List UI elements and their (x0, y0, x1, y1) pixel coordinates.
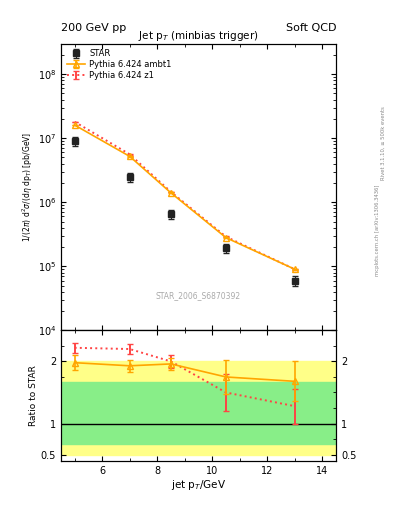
Text: Rivet 3.1.10, ≥ 500k events: Rivet 3.1.10, ≥ 500k events (381, 106, 386, 180)
Legend: STAR, Pythia 6.424 ambt1, Pythia 6.424 z1: STAR, Pythia 6.424 ambt1, Pythia 6.424 z… (65, 48, 173, 81)
Y-axis label: 1/(2$\pi$) d$^2\sigma$/(d$\eta$ dp$_T$) [pb/GeV]: 1/(2$\pi$) d$^2\sigma$/(d$\eta$ dp$_T$) … (20, 132, 35, 242)
Title: Jet p$_T$ (minbias trigger): Jet p$_T$ (minbias trigger) (138, 29, 259, 44)
Text: STAR_2006_S6870392: STAR_2006_S6870392 (156, 291, 241, 301)
Text: 200 GeV pp: 200 GeV pp (61, 23, 126, 33)
Y-axis label: Ratio to STAR: Ratio to STAR (29, 365, 38, 426)
Bar (61, 361, 336, 455)
X-axis label: jet p$_T$/GeV: jet p$_T$/GeV (171, 478, 226, 493)
Text: Soft QCD: Soft QCD (286, 23, 336, 33)
Bar (61, 382, 336, 444)
Text: mcplots.cern.ch [arXiv:1306.3436]: mcplots.cern.ch [arXiv:1306.3436] (375, 185, 380, 276)
